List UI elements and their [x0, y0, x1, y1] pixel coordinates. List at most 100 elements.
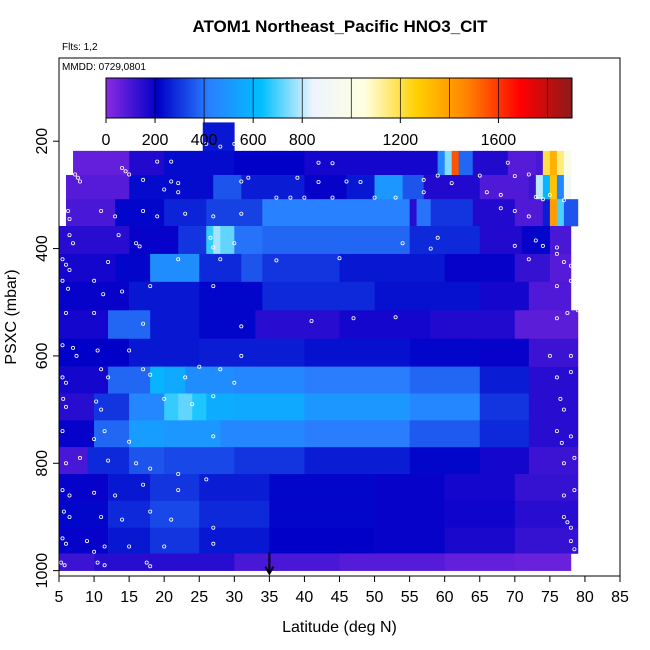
sample-point — [428, 246, 433, 251]
heatmap-cell — [479, 420, 530, 448]
heatmap-cell — [199, 253, 242, 283]
x-tick-label: 20 — [155, 589, 173, 606]
sample-point — [141, 367, 146, 372]
heatmap-cell — [150, 474, 200, 502]
sample-point — [141, 208, 146, 213]
heatmap-cell — [59, 281, 130, 311]
sample-point — [572, 547, 577, 552]
heatmap-cell — [108, 527, 151, 554]
sample-point — [239, 211, 244, 216]
heatmap-cell — [59, 447, 88, 475]
heatmap-cell — [374, 527, 445, 554]
heatmap-cell — [514, 500, 579, 528]
sample-point — [190, 144, 195, 149]
sample-point — [144, 560, 149, 565]
heatmap-cell — [437, 150, 445, 176]
heatmap-cell — [444, 474, 516, 502]
heatmap-cell — [234, 226, 263, 255]
heatmap-cell — [444, 527, 516, 554]
sample-point — [101, 292, 106, 297]
heatmap-cell — [458, 150, 474, 176]
x-tick-label: 65 — [471, 589, 489, 606]
sample-point — [526, 214, 531, 219]
heatmap-cell — [416, 199, 431, 227]
sample-point — [568, 434, 573, 439]
sample-point — [99, 208, 104, 213]
heatmap-cell — [528, 447, 579, 475]
sample-point — [561, 259, 566, 264]
heatmap-cell — [164, 447, 235, 475]
heatmap-cell — [164, 553, 235, 571]
heatmap-cell — [59, 527, 109, 554]
sample-point — [565, 520, 570, 525]
sample-point — [337, 256, 342, 261]
sample-point — [99, 367, 104, 372]
heatmap-cell — [444, 553, 516, 571]
sample-point — [372, 195, 377, 200]
heatmap-cell — [409, 420, 481, 448]
x-tick-label: 40 — [296, 589, 314, 606]
sample-point — [176, 471, 181, 476]
colorbar: 0 200 400 600 800 1200 1600 — [102, 77, 573, 149]
heatmap-cell — [409, 338, 481, 367]
sample-point — [204, 477, 209, 482]
colorbar-tick-label: 600 — [240, 132, 267, 149]
heatmap-cell — [269, 527, 375, 554]
sample-point — [211, 541, 216, 546]
sample-point — [554, 251, 559, 256]
heatmap-cell — [199, 310, 256, 340]
heatmap-cell — [402, 175, 424, 200]
sample-point — [78, 179, 83, 184]
heatmap-cell — [479, 175, 530, 200]
sample-point — [561, 461, 566, 466]
sample-point — [127, 544, 132, 549]
sample-point — [92, 278, 97, 283]
sample-point — [78, 455, 83, 460]
sample-point — [113, 214, 118, 219]
sample-point — [60, 278, 65, 283]
sample-point — [169, 517, 174, 522]
heatmap-cell — [556, 150, 565, 176]
sample-point — [123, 169, 128, 174]
heatmap-cell — [563, 199, 579, 227]
heatmap-cell — [115, 253, 151, 283]
sample-point — [561, 493, 566, 498]
heatmap-cell — [409, 393, 481, 421]
heatmap-cell — [185, 366, 235, 394]
heatmap-cell — [199, 527, 270, 554]
heatmap-cell — [220, 420, 305, 448]
sample-point — [94, 399, 99, 404]
heatmap-cell — [59, 500, 109, 528]
heatmap-cell — [304, 447, 410, 475]
flights-label: Flts: 1,2 — [62, 42, 98, 53]
sample-point — [239, 353, 244, 358]
sample-point — [67, 267, 72, 272]
heatmap-cell — [563, 150, 572, 176]
heatmap-cell — [528, 175, 537, 200]
sample-point — [64, 310, 69, 315]
sample-point — [134, 241, 139, 246]
sample-point — [137, 244, 142, 249]
sample-point — [67, 493, 72, 498]
sample-point — [393, 195, 398, 200]
sample-point — [208, 235, 213, 240]
sample-point — [67, 233, 72, 238]
heatmap-cell — [164, 393, 179, 421]
sample-point — [71, 241, 76, 246]
sample-point — [183, 375, 188, 380]
heatmap-cell — [206, 393, 235, 421]
sample-point — [134, 461, 139, 466]
sample-point — [61, 509, 66, 514]
colorbar-tick-label: 800 — [289, 132, 316, 149]
sample-point — [575, 308, 580, 313]
sample-point — [288, 195, 293, 200]
sample-point — [211, 284, 216, 289]
heatmap-cell — [94, 553, 165, 571]
heatmap-cells — [59, 122, 579, 571]
heatmap-cell — [409, 199, 417, 227]
y-tick-label: 1000 — [34, 553, 51, 589]
sample-point — [232, 141, 237, 146]
heatmap-cell — [234, 553, 340, 571]
sample-point — [498, 206, 503, 211]
